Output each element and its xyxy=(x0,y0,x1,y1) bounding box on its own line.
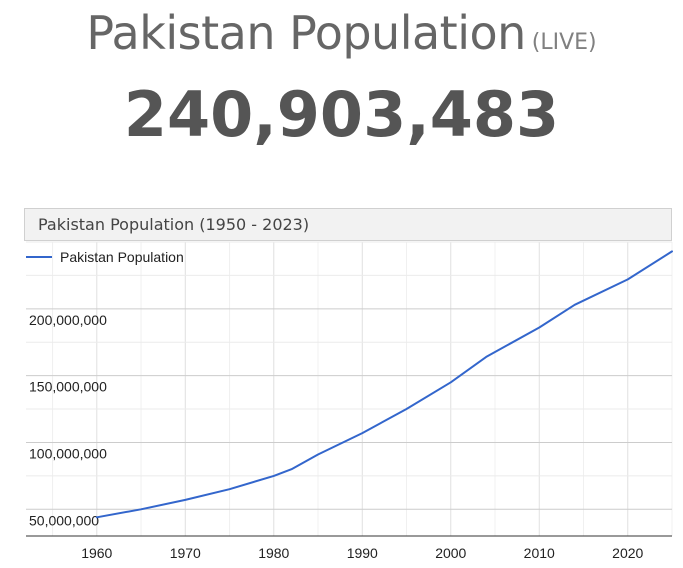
live-label: (LIVE) xyxy=(531,30,597,55)
x-tick-label: 1960 xyxy=(81,545,112,561)
x-tick-label: 1970 xyxy=(170,545,201,561)
y-tick-label: 100,000,000 xyxy=(29,445,107,461)
chart-container: Pakistan Population (1950 - 2023) 50,000… xyxy=(24,208,674,568)
x-tick-label: 2010 xyxy=(524,545,555,561)
chart-header-label: Pakistan Population (1950 - 2023) xyxy=(38,215,310,234)
line-chart[interactable]: 50,000,000 100,000,000 150,000,000 200,000,… xyxy=(24,208,674,568)
population-counter: 240,903,483 xyxy=(123,78,560,151)
series-line[interactable] xyxy=(95,250,673,519)
page-title-text: Pakistan Population xyxy=(86,6,526,60)
chart-header: Pakistan Population (1950 - 2023) xyxy=(24,208,672,241)
y-tick-label: 50,000,000 xyxy=(29,512,99,528)
x-tick-label: 1990 xyxy=(347,545,378,561)
x-tick-label: 1980 xyxy=(258,545,289,561)
legend-label: Pakistan Population xyxy=(60,249,184,265)
x-tick-label: 2020 xyxy=(612,545,643,561)
y-tick-label: 200,000,000 xyxy=(29,312,107,328)
x-tick-label: 2000 xyxy=(435,545,466,561)
page-title: Pakistan Population (LIVE) xyxy=(0,6,683,60)
y-tick-label: 150,000,000 xyxy=(29,379,107,395)
